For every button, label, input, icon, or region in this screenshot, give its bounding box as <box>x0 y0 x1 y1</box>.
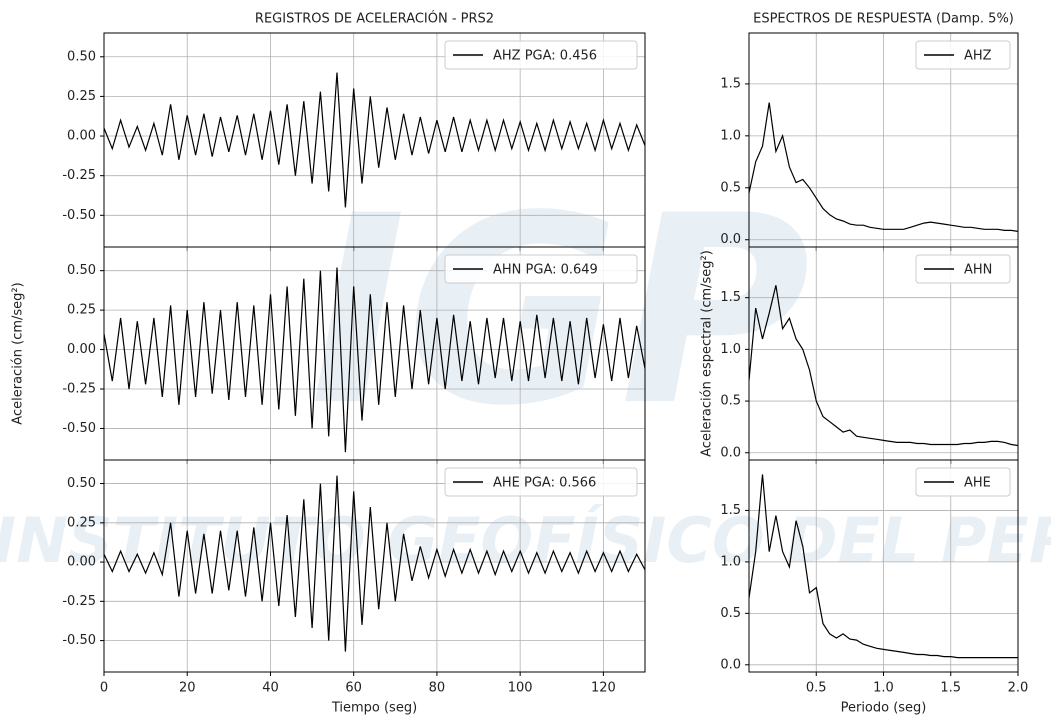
plot-area <box>749 285 1018 447</box>
y-tick-label: 0.0 <box>720 657 741 672</box>
series-line <box>104 267 645 453</box>
plot-area <box>104 475 645 652</box>
y-tick-label: 0.00 <box>67 555 96 570</box>
axes: 0.0 0.5 1.0 1.5 ESPECTROS DE RESPUESTA (Damp… <box>720 12 1019 251</box>
y-tick-label: 0.25 <box>67 303 96 318</box>
y-tick-label: 0.50 <box>67 263 96 278</box>
legend-box <box>444 40 638 70</box>
plot-area <box>749 102 1018 232</box>
axes: 0.50 0.25 0.00 -0.25 -0.50 REGISTROS DE ACELE… <box>62 11 646 251</box>
legend-box <box>915 254 1011 284</box>
series-line <box>749 102 1018 232</box>
y-tick-label: -0.50 <box>62 421 96 436</box>
y-tick-label: 0.25 <box>67 89 96 104</box>
axes-frame <box>103 459 646 673</box>
x-tick-label: 100 <box>508 681 533 696</box>
x-tick-label: 40 <box>262 681 279 696</box>
y-tick-label: 0.50 <box>67 476 96 491</box>
legend-label: AHE PGA: 0.566 <box>493 476 596 491</box>
y-tick-label: 1.0 <box>720 342 741 357</box>
y-tick-label: 0.00 <box>67 129 96 144</box>
y-tick-label: 0.25 <box>67 515 96 530</box>
series-line <box>104 475 645 652</box>
y-tick-label: 0.50 <box>67 49 96 64</box>
x-tick-label: 80 <box>429 681 446 696</box>
axes-frame <box>748 459 1019 673</box>
axes: 0.50 0.25 0.00 -0.25 -0.50 Aceleración (cm/se… <box>11 246 646 464</box>
y-tick-label: -0.25 <box>62 168 96 183</box>
chart-title: ESPECTROS DE RESPUESTA (Damp. 5%) <box>753 12 1014 27</box>
y-axis-label: Aceleración (cm/seg²) <box>11 282 26 424</box>
series-line <box>749 474 1018 659</box>
y-tick-label: -0.25 <box>62 594 96 609</box>
axes: 0.5 1.0 1.5 2.0 0.0 0.5 1.0 1.5 Periodo (seg) AHE <box>720 459 1029 716</box>
x-tick-label: 1.5 <box>940 681 961 696</box>
y-tick-label: 1.5 <box>720 290 741 305</box>
axes: 0 20 40 60 80 100 120 0.50 0.25 0.00 -0.25 -0.50 Tie… <box>62 459 646 716</box>
legend-label: AHE <box>964 476 991 491</box>
y-tick-label: 1.0 <box>720 554 741 569</box>
legend-label: AHN PGA: 0.649 <box>493 263 598 278</box>
legend-label: AHN <box>964 263 992 278</box>
x-tick-label: 0.5 <box>806 681 827 696</box>
x-tick-label: 0 <box>100 681 108 696</box>
watermark-logo: IGP <box>310 161 811 463</box>
chart-title: REGISTROS DE ACELERACIÓN - PRS2 <box>255 11 494 27</box>
y-tick-label: 0.0 <box>720 445 741 460</box>
x-tick-label: 1.0 <box>873 681 894 696</box>
plot-area <box>104 267 645 453</box>
x-axis-label: Tiempo (seg) <box>331 701 417 716</box>
axes: 0.0 0.5 1.0 1.5 Aceleración espectral (cm/se… <box>700 246 1019 464</box>
y-tick-label: 0.5 <box>720 180 741 195</box>
x-tick-label: 2.0 <box>1008 681 1029 696</box>
y-tick-label: 1.0 <box>720 128 741 143</box>
series-line <box>749 285 1018 447</box>
y-tick-label: -0.50 <box>62 633 96 648</box>
plot-area <box>749 474 1018 659</box>
y-tick-label: 0.00 <box>67 342 96 357</box>
x-axis-label: Periodo (seg) <box>841 701 927 716</box>
legend-box <box>915 467 1011 497</box>
y-tick-label: 1.5 <box>720 503 741 518</box>
legend-box <box>915 40 1011 70</box>
y-tick-label: -0.25 <box>62 382 96 397</box>
y-tick-label: 0.5 <box>720 606 741 621</box>
y-tick-label: 0.5 <box>720 394 741 409</box>
plot-area <box>104 72 645 208</box>
series-line <box>104 72 645 208</box>
legend-label: AHZ PGA: 0.456 <box>493 49 597 64</box>
y-tick-label: 1.5 <box>720 76 741 91</box>
x-tick-label: 60 <box>345 681 362 696</box>
legend-box <box>444 254 638 284</box>
y-tick-label: -0.50 <box>62 208 96 223</box>
y-axis-label: Aceleración espectral (cm/seg²) <box>700 250 715 457</box>
legend-box <box>444 467 638 497</box>
x-tick-label: 20 <box>179 681 196 696</box>
legend-label: AHZ <box>964 49 992 64</box>
x-tick-label: 120 <box>591 681 616 696</box>
y-tick-label: 0.0 <box>720 232 741 247</box>
